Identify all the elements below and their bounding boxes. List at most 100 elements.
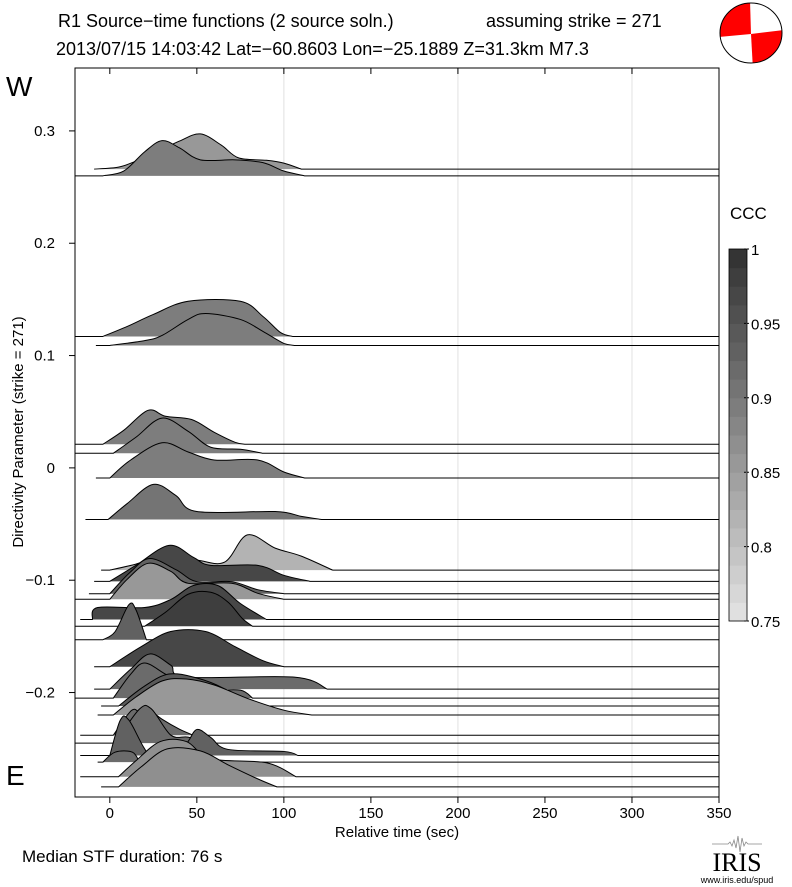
colorbar-bin bbox=[729, 267, 747, 287]
stf-trace bbox=[75, 140, 719, 177]
stf-trace-fill bbox=[75, 591, 719, 627]
y-tick-label: 0.3 bbox=[34, 123, 55, 140]
colorbar-bin bbox=[729, 379, 747, 399]
stf-trace-outline bbox=[75, 417, 719, 454]
stf-trace-outline bbox=[95, 442, 719, 479]
stf-trace-fill bbox=[97, 678, 720, 716]
stf-trace bbox=[101, 747, 720, 788]
stf-trace-outline bbox=[97, 750, 719, 763]
stf-trace-fill bbox=[94, 545, 720, 582]
colorbar-bin bbox=[729, 546, 747, 566]
colorbar-bin bbox=[729, 360, 747, 380]
stf-trace bbox=[97, 678, 720, 716]
x-tick-label: 100 bbox=[271, 805, 296, 822]
stf-trace-outline bbox=[97, 678, 719, 716]
stf-trace-outline bbox=[101, 747, 719, 788]
y-tick-label: 0.2 bbox=[34, 235, 55, 252]
colorbar-bin bbox=[729, 565, 747, 585]
stf-traces bbox=[75, 133, 720, 788]
stf-trace bbox=[75, 417, 719, 454]
y-axis: 0.3 0.2 0.1 0 −0.1 −0.2 bbox=[25, 123, 75, 702]
x-tick-label: 0 bbox=[106, 805, 114, 822]
y-tick-label: 0.1 bbox=[34, 348, 55, 365]
stf-trace-outline bbox=[95, 312, 719, 346]
x-tick-label: 200 bbox=[445, 805, 470, 822]
stf-trace-fill bbox=[75, 418, 719, 454]
stf-trace bbox=[80, 738, 719, 778]
colorbar: 1 0.95 0.9 0.85 0.8 0.75 bbox=[728, 242, 780, 631]
stf-trace-fill bbox=[95, 313, 720, 346]
iris-logo-text: IRIS bbox=[712, 848, 761, 877]
stf-trace bbox=[75, 602, 719, 641]
colorbar-bin bbox=[729, 342, 747, 362]
stf-trace-outline bbox=[80, 738, 719, 778]
stf-trace-outline bbox=[75, 409, 719, 445]
stf-trace-outline bbox=[94, 133, 719, 170]
stf-trace-fill bbox=[101, 534, 720, 571]
stf-trace bbox=[94, 629, 720, 668]
colorbar-bin bbox=[729, 397, 747, 417]
stf-trace bbox=[97, 750, 720, 763]
colorbar-bin bbox=[729, 453, 747, 473]
stf-trace-fill bbox=[101, 747, 720, 787]
seismogram-icon bbox=[712, 835, 762, 853]
stf-trace-outline bbox=[75, 602, 719, 641]
stf-trace-fill bbox=[80, 739, 719, 777]
colorbar-bin bbox=[729, 490, 747, 510]
colorbar-frame bbox=[728, 248, 748, 622]
y-tick-label: 0 bbox=[47, 460, 55, 477]
colorbar-bin bbox=[729, 286, 747, 306]
beachball-icon bbox=[719, 2, 783, 64]
stf-trace-outline bbox=[80, 583, 719, 621]
x-tick-label: 150 bbox=[358, 805, 383, 822]
y-axis-label: Directivity Parameter (strike = 271) bbox=[10, 316, 27, 547]
y-tick-label: −0.2 bbox=[25, 685, 55, 702]
x-tick-label: 350 bbox=[706, 805, 731, 822]
x-axis-label: Relative time (sec) bbox=[335, 824, 459, 841]
colorbar-bin bbox=[729, 602, 747, 622]
stf-trace-fill bbox=[75, 563, 719, 600]
colorbar-bin bbox=[729, 509, 747, 529]
colorbar-bin bbox=[729, 249, 747, 269]
stf-trace-outline bbox=[85, 483, 719, 521]
stf-trace bbox=[80, 583, 719, 621]
east-label: E bbox=[6, 760, 25, 791]
stf-trace bbox=[85, 483, 720, 521]
y-tick-label: −0.1 bbox=[25, 572, 55, 589]
colorbar-tick-label: 0.95 bbox=[751, 316, 780, 333]
colorbar-bin bbox=[729, 323, 747, 343]
stf-trace-outline bbox=[75, 298, 719, 337]
west-label: W bbox=[6, 71, 33, 102]
x-tick-label: 250 bbox=[532, 805, 557, 822]
gridlines bbox=[283, 68, 633, 797]
colorbar-tick-label: 0.9 bbox=[751, 391, 772, 408]
stf-trace bbox=[75, 562, 719, 600]
colorbar-tick-label: 0.8 bbox=[751, 540, 772, 557]
stf-trace-outline bbox=[94, 653, 719, 690]
stf-trace-outline bbox=[88, 557, 719, 595]
stf-trace-fill bbox=[94, 133, 720, 170]
stf-trace-fill bbox=[94, 629, 720, 667]
chart-title-line1: R1 Source−time functions (2 source soln.… bbox=[58, 11, 394, 31]
stf-trace bbox=[95, 312, 720, 346]
stf-trace-fill bbox=[80, 583, 719, 620]
colorbar-title: CCC bbox=[730, 204, 767, 223]
colorbar-bin bbox=[729, 416, 747, 436]
stf-trace-outline bbox=[75, 140, 719, 177]
stf-trace-fill bbox=[95, 442, 720, 478]
colorbar-bin bbox=[729, 528, 747, 548]
iris-logo: IRIS www.iris.edu/spud bbox=[700, 835, 774, 885]
stf-trace bbox=[94, 653, 720, 690]
x-tick-label: 300 bbox=[619, 805, 644, 822]
iris-url: www.iris.edu/spud bbox=[700, 875, 774, 885]
stf-trace bbox=[75, 590, 719, 627]
stf-trace bbox=[94, 544, 720, 582]
colorbar-bin bbox=[729, 472, 747, 492]
stf-trace-fill bbox=[75, 140, 719, 176]
stf-trace-outline bbox=[94, 544, 719, 582]
colorbar-bin bbox=[729, 583, 747, 603]
stf-trace-outline bbox=[94, 629, 719, 668]
stf-trace bbox=[94, 133, 720, 170]
x-tick-label: 50 bbox=[188, 805, 205, 822]
